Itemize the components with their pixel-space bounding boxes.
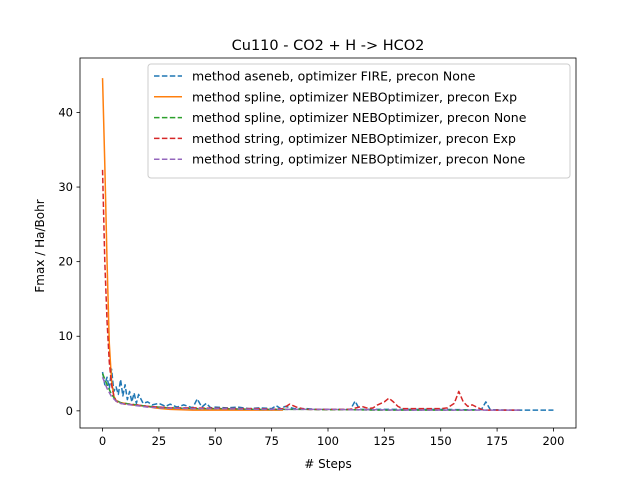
x-tick-label: 125 bbox=[373, 434, 395, 448]
legend-label: method string, optimizer NEBOptimizer, p… bbox=[192, 131, 516, 146]
series-layer bbox=[101, 78, 554, 411]
legend-label: method string, optimizer NEBOptimizer, p… bbox=[192, 152, 526, 167]
x-tick-label: 100 bbox=[317, 434, 339, 448]
series-line-5 bbox=[101, 376, 520, 411]
legend: method aseneb, optimizer FIRE, precon No… bbox=[147, 63, 571, 179]
y-tick-label: 0 bbox=[66, 404, 73, 418]
legend-box bbox=[147, 63, 571, 179]
y-tick-label: 30 bbox=[58, 180, 73, 194]
y-tick-label: 10 bbox=[58, 329, 73, 343]
legend-label: method spline, optimizer NEBOptimizer, p… bbox=[192, 89, 517, 104]
x-tick-label: 0 bbox=[99, 434, 106, 448]
x-tick-label: 175 bbox=[486, 434, 508, 448]
legend-label: method aseneb, optimizer FIRE, precon No… bbox=[192, 69, 476, 84]
legend-label: method spline, optimizer NEBOptimizer, p… bbox=[192, 110, 527, 125]
x-tick-label: 25 bbox=[152, 434, 167, 448]
x-tick-label: 75 bbox=[264, 434, 279, 448]
x-tick-label: 200 bbox=[542, 434, 564, 448]
axes-layer: 0 25 50 75 100 125 150 175 200 0 10 20 30 40 bbox=[58, 57, 577, 448]
x-tick-label: 150 bbox=[430, 434, 452, 448]
x-axis-label: # Steps bbox=[304, 457, 351, 471]
y-tick-label: 40 bbox=[58, 105, 73, 119]
y-axis-label: Fmax / Ha/Bohr bbox=[33, 199, 47, 292]
x-tick-label: 50 bbox=[208, 434, 223, 448]
chart-title: Cu110 - CO2 + H -> HCO2 bbox=[232, 38, 425, 54]
y-tick-label: 20 bbox=[58, 255, 73, 269]
